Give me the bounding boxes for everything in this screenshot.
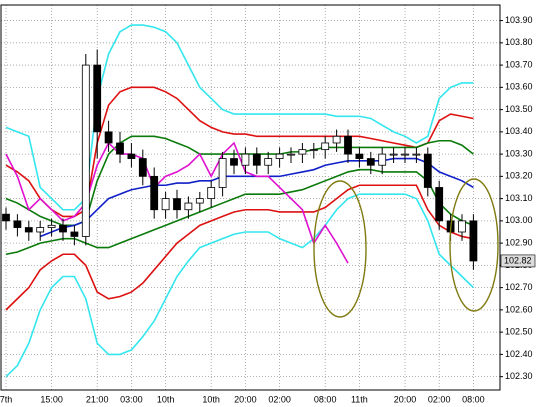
- x-tick-label: 20:00: [394, 394, 417, 404]
- candle-body: [309, 149, 318, 152]
- candle-body: [264, 158, 273, 166]
- candle-body: [287, 153, 295, 156]
- x-tick-label: 08:00: [314, 394, 337, 404]
- axes: 102.30102.40102.50102.60102.70102.80102.…: [0, 15, 536, 404]
- candle-body: [173, 198, 181, 211]
- candle-body: [389, 153, 398, 156]
- x-tick-label: 10th: [157, 394, 175, 404]
- y-tick-label: 103.10: [505, 193, 533, 203]
- y-tick-label: 102.50: [505, 327, 533, 337]
- y-tick-label: 102.90: [505, 237, 533, 247]
- candle-body: [469, 220, 478, 262]
- candle-body: [435, 187, 444, 222]
- y-tick-label: 102.40: [505, 349, 533, 359]
- candle-body: [184, 202, 193, 211]
- indicator-line: [5, 168, 474, 256]
- annotation-ellipse: [449, 178, 499, 312]
- candle-body: [70, 231, 79, 237]
- y-tick-label: 102.30: [505, 371, 533, 381]
- candle-body: [150, 175, 159, 211]
- last-price-box: [500, 254, 536, 268]
- x-tick-label: 02:00: [428, 394, 451, 404]
- candle-body: [298, 149, 307, 155]
- candle-body: [47, 224, 56, 228]
- x-tick-label: 10th: [202, 394, 220, 404]
- candle-body: [218, 158, 227, 188]
- candle-body: [423, 153, 432, 188]
- candle-body: [412, 153, 421, 156]
- x-tick-label: 11th: [351, 394, 368, 404]
- y-tick-label: 102.70: [505, 282, 533, 292]
- candle-body: [59, 224, 67, 233]
- indicator-line: [5, 193, 474, 378]
- candle-body: [127, 153, 136, 159]
- candle-body: [275, 153, 284, 159]
- candle-body: [332, 135, 341, 144]
- x-tick-label: 03:00: [120, 394, 143, 404]
- y-tick-label: 103.20: [505, 171, 533, 181]
- x-tick-label: 21:00: [86, 394, 109, 404]
- x-tick-label: 02:00: [268, 394, 291, 404]
- candle-body: [24, 227, 33, 233]
- x-tick-label: 7th: [0, 394, 12, 404]
- candle-body: [2, 213, 10, 222]
- candle-body: [355, 153, 364, 159]
- candle-body: [36, 227, 45, 233]
- candle-body: [252, 153, 261, 166]
- y-tick-label: 103.00: [505, 215, 533, 225]
- indicator-line: [5, 184, 474, 311]
- candle-body: [401, 153, 409, 156]
- candle-body: [195, 198, 204, 204]
- candle-body: [104, 131, 113, 144]
- candle-body: [93, 64, 102, 133]
- y-tick-label: 103.70: [505, 59, 533, 69]
- candle-body: [458, 220, 466, 233]
- candle-body: [378, 153, 387, 166]
- annotation-ellipse: [313, 180, 367, 318]
- candle-body: [321, 142, 330, 151]
- candle-body: [13, 220, 22, 228]
- y-tick-label: 103.50: [505, 104, 533, 114]
- y-tick-label: 103.60: [505, 82, 533, 92]
- candle-body: [344, 135, 352, 155]
- candle-body: [366, 158, 375, 166]
- candle-body: [161, 198, 170, 211]
- y-tick-label: 102.60: [505, 304, 533, 314]
- candle-body: [81, 64, 90, 237]
- candle-body: [207, 187, 216, 200]
- plot: [2, 24, 478, 378]
- candle-body: [241, 153, 250, 166]
- y-tick-label: 103.40: [505, 126, 533, 136]
- candle-body: [138, 158, 147, 177]
- last-price-label: 102.82: [504, 255, 532, 265]
- candle-body: [230, 158, 238, 166]
- x-tick-label: 08:00: [462, 394, 485, 404]
- y-tick-label: 103.30: [505, 148, 533, 158]
- x-tick-label: 15:00: [40, 394, 63, 404]
- candle-body: [116, 142, 124, 155]
- y-tick-label: 103.90: [505, 15, 533, 25]
- y-tick-label: 103.80: [505, 37, 533, 47]
- plot-frame: [0, 4, 501, 391]
- x-tick-label: 20:00: [234, 394, 257, 404]
